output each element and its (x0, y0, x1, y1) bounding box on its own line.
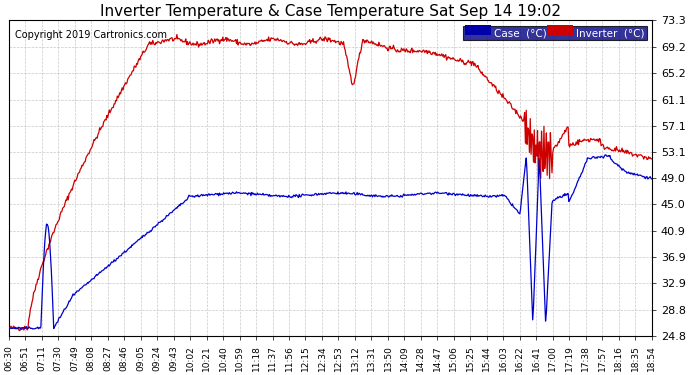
Text: Copyright 2019 Cartronics.com: Copyright 2019 Cartronics.com (15, 30, 167, 40)
Title: Inverter Temperature & Case Temperature Sat Sep 14 19:02: Inverter Temperature & Case Temperature … (100, 4, 561, 19)
Legend: Case  (°C), Inverter  (°C): Case (°C), Inverter (°C) (463, 26, 647, 40)
